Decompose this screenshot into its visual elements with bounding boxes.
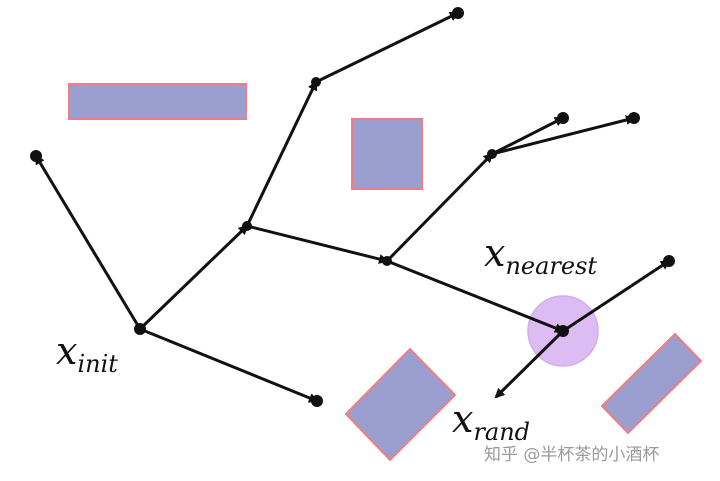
node-nearest	[557, 325, 569, 337]
edge-branch-to-upper	[245, 80, 318, 227]
edge-init-to-left	[34, 154, 142, 330]
edge-fork-to-b	[491, 115, 636, 156]
node-init	[134, 323, 146, 335]
node-new	[663, 255, 675, 267]
node-fork-b	[628, 112, 640, 124]
edge-branch-to-mid	[246, 224, 389, 264]
label-x-rand: xrand	[452, 397, 530, 446]
watermark: 知乎 @半杯茶的小酒杯	[484, 445, 659, 465]
tree-nodes	[30, 7, 675, 407]
edge-nearest-to-rand	[494, 329, 565, 399]
edge-upper-to-top	[315, 11, 460, 84]
edge-init-to-bottom	[139, 327, 319, 403]
tree-edges	[34, 11, 671, 403]
edge-fork-to-a	[491, 116, 565, 156]
edge-mid-to-nearest	[386, 259, 565, 333]
edge-init-to-branch	[138, 224, 249, 331]
label-x-init: xinit	[56, 329, 118, 378]
node-bottom	[311, 395, 323, 407]
node-branch	[242, 221, 252, 231]
obstacle-bottom-right	[600, 332, 703, 435]
node-top	[452, 7, 464, 19]
node-fork-a	[557, 112, 569, 124]
obstacles	[68, 83, 703, 462]
node-left	[30, 150, 42, 162]
edge-mid-to-fork	[385, 152, 494, 263]
obstacle-center-square	[351, 118, 423, 190]
edge-nearest-to-new	[562, 259, 671, 333]
obstacle-top-left	[68, 83, 247, 120]
node-fork	[487, 149, 497, 159]
obstacle-bottom-center	[344, 347, 457, 462]
node-mid	[382, 256, 392, 266]
label-x-nearest: xnearest	[484, 231, 597, 280]
node-upper	[311, 77, 321, 87]
